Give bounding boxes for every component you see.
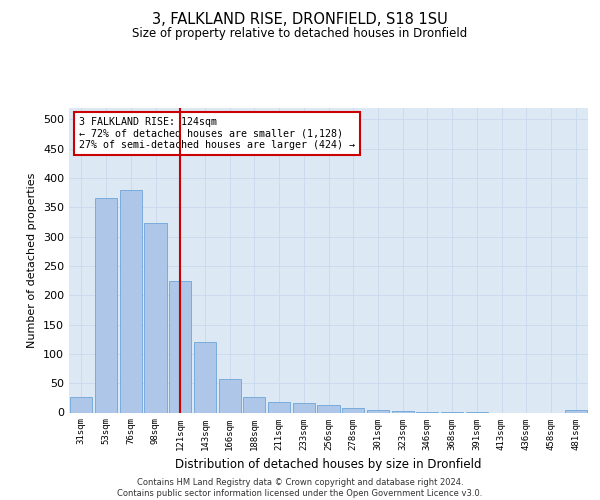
Text: Size of property relative to detached houses in Dronfield: Size of property relative to detached ho…: [133, 28, 467, 40]
Bar: [95, 198, 117, 412]
Text: Contains HM Land Registry data © Crown copyright and database right 2024.
Contai: Contains HM Land Registry data © Crown c…: [118, 478, 482, 498]
Bar: [342, 408, 364, 412]
Bar: [145, 223, 167, 412]
Bar: [268, 402, 290, 412]
Bar: [367, 410, 389, 412]
Bar: [119, 190, 142, 412]
Bar: [243, 396, 265, 412]
Text: 3 FALKLAND RISE: 124sqm
← 72% of detached houses are smaller (1,128)
27% of semi: 3 FALKLAND RISE: 124sqm ← 72% of detache…: [79, 116, 355, 150]
X-axis label: Distribution of detached houses by size in Dronfield: Distribution of detached houses by size …: [175, 458, 482, 471]
Bar: [565, 410, 587, 412]
Bar: [218, 379, 241, 412]
Bar: [317, 406, 340, 412]
Bar: [293, 402, 315, 412]
Bar: [194, 342, 216, 412]
Bar: [169, 280, 191, 412]
Bar: [70, 396, 92, 412]
Text: 3, FALKLAND RISE, DRONFIELD, S18 1SU: 3, FALKLAND RISE, DRONFIELD, S18 1SU: [152, 12, 448, 28]
Y-axis label: Number of detached properties: Number of detached properties: [28, 172, 37, 348]
